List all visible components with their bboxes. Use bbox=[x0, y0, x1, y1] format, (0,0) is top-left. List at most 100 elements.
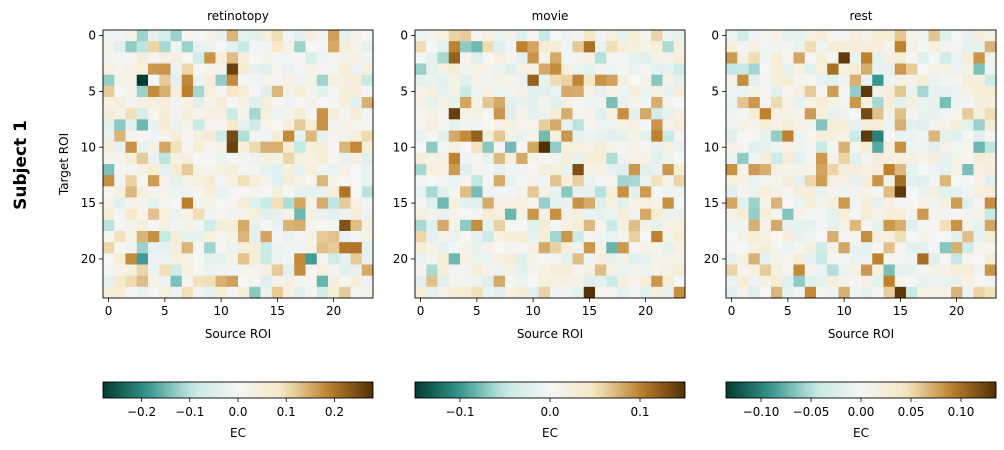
heatmap-cell bbox=[294, 175, 306, 187]
heatmap-cell bbox=[226, 242, 239, 254]
heatmap-cell bbox=[350, 197, 363, 210]
heatmap-cell bbox=[572, 186, 585, 198]
heatmap-cell bbox=[294, 108, 306, 120]
heatmap-cell bbox=[951, 52, 963, 64]
heatmap-cell bbox=[595, 152, 607, 165]
heatmap-cell bbox=[939, 63, 952, 76]
heatmap-cell bbox=[793, 130, 806, 143]
heatmap-cell bbox=[606, 208, 618, 221]
heatmap-cell bbox=[505, 152, 517, 165]
heatmap-cell bbox=[159, 41, 171, 53]
heatmap-cell bbox=[973, 74, 986, 87]
heatmap-cell bbox=[361, 130, 374, 143]
heatmap-cell bbox=[939, 264, 952, 277]
heatmap-cell bbox=[872, 286, 884, 299]
heatmap-cell bbox=[204, 74, 216, 87]
heatmap-cell bbox=[917, 175, 929, 187]
heatmap-cell bbox=[339, 41, 351, 53]
heatmap-cell bbox=[516, 97, 528, 109]
heatmap-cell bbox=[973, 264, 986, 277]
heatmap-cell bbox=[159, 242, 171, 254]
heatmap-cell bbox=[361, 186, 374, 198]
heatmap-cell bbox=[328, 97, 340, 109]
heatmap-cell bbox=[917, 63, 929, 76]
heatmap-cell bbox=[204, 108, 216, 120]
heatmap-cell bbox=[939, 253, 952, 265]
heatmap-cell bbox=[962, 286, 974, 299]
heatmap-cell bbox=[872, 130, 884, 143]
heatmap-cell bbox=[640, 231, 652, 243]
heatmap-cell bbox=[114, 130, 126, 143]
heatmap-cell bbox=[883, 219, 896, 232]
heatmap-cell bbox=[283, 97, 295, 109]
heatmap-cell bbox=[215, 141, 228, 154]
heatmap-cell bbox=[759, 286, 772, 299]
heatmap-cell bbox=[962, 74, 974, 87]
heatmap-cell bbox=[215, 63, 228, 76]
heatmap-cell bbox=[804, 186, 817, 198]
heatmap-cell bbox=[159, 275, 171, 288]
heatmap-cell bbox=[271, 286, 284, 299]
heatmap-cell bbox=[572, 52, 585, 64]
heatmap-cell bbox=[572, 152, 585, 165]
heatmap-cell bbox=[894, 231, 907, 243]
heatmap-cell bbox=[726, 97, 738, 109]
heatmap-cell bbox=[181, 186, 194, 198]
heatmap-cell bbox=[583, 97, 596, 109]
heatmap-cell bbox=[339, 85, 351, 98]
heatmap-cell bbox=[471, 175, 483, 187]
heatmap-cell bbox=[782, 253, 794, 265]
heatmap-cell bbox=[561, 175, 573, 187]
heatmap-cell bbox=[283, 130, 295, 143]
heatmap-cell bbox=[527, 286, 540, 299]
heatmap-cell bbox=[651, 231, 663, 243]
heatmap-cell bbox=[103, 119, 115, 131]
heatmap-cell bbox=[662, 52, 675, 64]
heatmap-cell bbox=[437, 74, 450, 87]
heatmap-cell bbox=[204, 197, 216, 210]
heatmap-cell bbox=[249, 175, 261, 187]
heatmap-cell bbox=[148, 275, 160, 288]
heatmap-cell bbox=[640, 264, 652, 277]
colorbar-retinotopy: −0.2 −0.1 0.0 0.1 0.2EC bbox=[102, 381, 374, 440]
heatmap-cell bbox=[448, 264, 461, 277]
heatmap-cell bbox=[148, 41, 160, 53]
heatmap-cell bbox=[339, 242, 351, 254]
heatmap-cell bbox=[460, 30, 472, 42]
heatmap-cell bbox=[283, 30, 295, 42]
heatmap-cell bbox=[271, 41, 284, 53]
heatmap-cell bbox=[215, 231, 228, 243]
heatmap-cell bbox=[460, 242, 472, 254]
heatmap-cell bbox=[316, 141, 329, 154]
heatmap-cell bbox=[159, 74, 171, 87]
heatmap-cell bbox=[561, 208, 573, 221]
heatmap-cell bbox=[651, 197, 663, 210]
heatmap-cell bbox=[759, 85, 772, 98]
heatmap-cell bbox=[136, 242, 149, 254]
x-tick-label: 5 bbox=[784, 304, 792, 318]
x-tick-label: 0 bbox=[417, 304, 425, 318]
heatmap-cell bbox=[437, 219, 450, 232]
heatmap-cell bbox=[827, 119, 839, 131]
heatmap-cell bbox=[951, 231, 963, 243]
heatmap-cell bbox=[226, 52, 239, 64]
heatmap-cell bbox=[962, 197, 974, 210]
heatmap-cell bbox=[759, 152, 772, 165]
heatmap-cell bbox=[316, 264, 329, 277]
heatmap-cell bbox=[928, 275, 941, 288]
heatmap-cell bbox=[939, 164, 952, 176]
heatmap-cell bbox=[361, 208, 374, 221]
heatmap-cell bbox=[628, 219, 641, 232]
panel-title: movie bbox=[532, 9, 569, 23]
heatmap-cell bbox=[328, 52, 340, 64]
heatmap-cell bbox=[125, 275, 138, 288]
heatmap-cell bbox=[662, 30, 675, 42]
heatmap-cell bbox=[737, 74, 749, 87]
heatmap-cell bbox=[159, 219, 171, 232]
heatmap-cell bbox=[793, 253, 806, 265]
heatmap-cell bbox=[350, 141, 363, 154]
heatmap-cell bbox=[606, 119, 618, 131]
heatmap-cell bbox=[482, 30, 495, 42]
heatmap-cell bbox=[136, 197, 149, 210]
heatmap-cell bbox=[748, 41, 761, 53]
